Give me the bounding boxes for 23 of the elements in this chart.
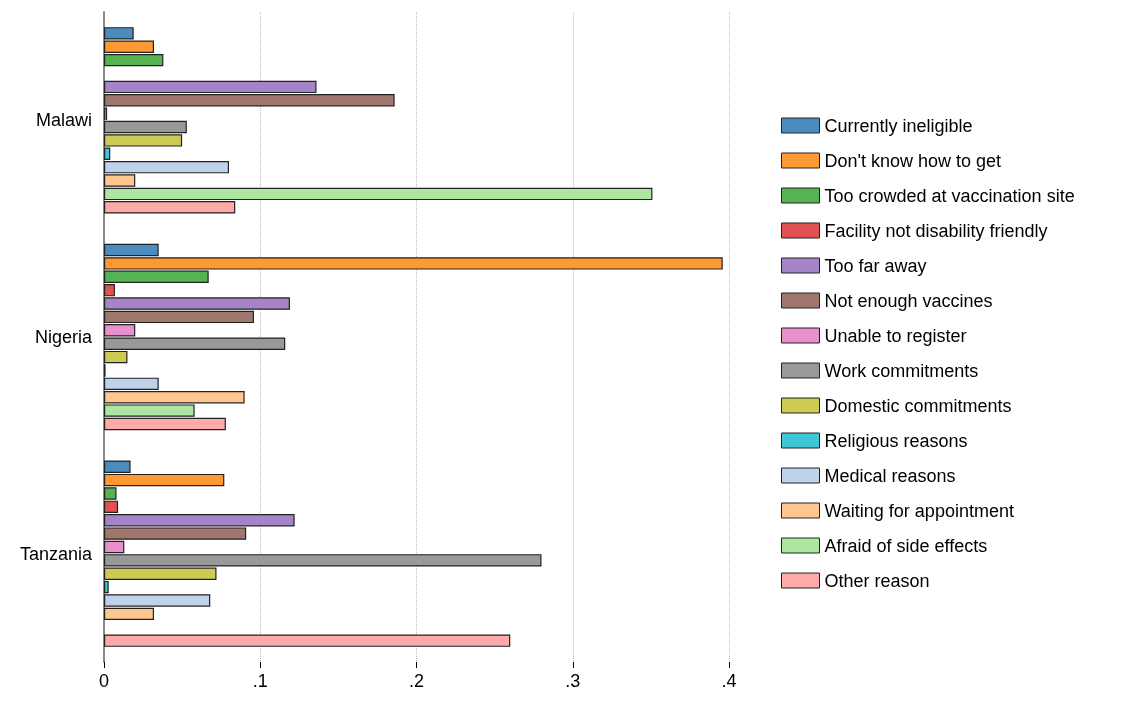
legend-label: Too far away bbox=[824, 255, 927, 276]
x-tick-label: .3 bbox=[565, 671, 581, 691]
legend-label: Medical reasons bbox=[824, 465, 956, 486]
legend-label: Domestic commitments bbox=[824, 395, 1012, 416]
legend-label: Waiting for appointment bbox=[824, 500, 1014, 521]
legend-label: Other reason bbox=[824, 570, 930, 591]
bar bbox=[104, 634, 511, 647]
y-tick-label: Tanzania bbox=[19, 543, 93, 564]
x-tick-label: 0 bbox=[98, 671, 110, 691]
x-tick-label: .1 bbox=[252, 671, 268, 691]
legend-label: Facility not disability friendly bbox=[824, 220, 1048, 241]
x-tick-label: .2 bbox=[408, 671, 425, 691]
y-tick-label: Malawi bbox=[35, 110, 92, 131]
legend-label: Work commitments bbox=[824, 360, 979, 381]
legend-label: Don't know how to get bbox=[824, 150, 1002, 171]
legend-label: Too crowded at vaccination site bbox=[824, 185, 1075, 206]
legend-label: Unable to register bbox=[824, 325, 967, 346]
legend-label: Not enough vaccines bbox=[824, 290, 993, 311]
y-tick-label: Nigeria bbox=[34, 327, 93, 347]
legend-label: Religious reasons bbox=[824, 430, 968, 451]
legend-label: Afraid of side effects bbox=[824, 535, 988, 556]
legend-label: Currently ineligible bbox=[824, 115, 973, 136]
x-tick-label: .4 bbox=[721, 671, 737, 691]
